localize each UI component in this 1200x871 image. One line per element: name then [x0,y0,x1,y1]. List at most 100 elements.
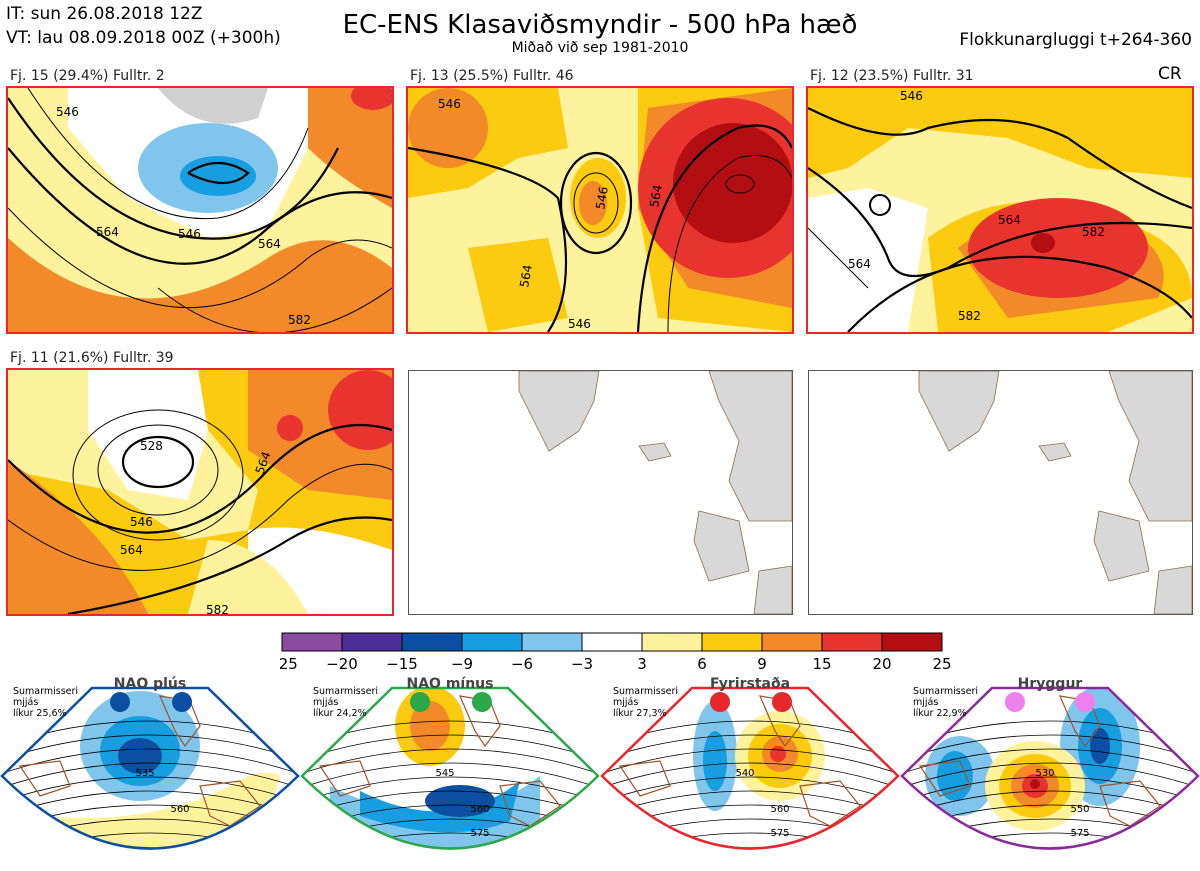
contour-label: 582 [1082,225,1105,239]
regime-info-line: líkur 24,2% [313,708,367,719]
cluster-map-4-plot: 528 564 546 564 582 [8,370,392,614]
contour-label: 564 [998,213,1021,227]
panel-label-2: Fj. 13 (25.5%) Fulltr. 46 [410,68,574,84]
regime-info-line: Sumarmisseri [313,686,379,697]
regime-contour-label: 535 [135,768,154,779]
regime-info: Sumarmisseri mjjás líkur 27,3% [613,686,678,719]
contour-label: 582 [206,603,229,614]
cluster-map-2-plot: 546 546 564 564 546 [408,88,792,332]
colorbar-swatch [401,632,463,652]
regime-title: NAO plús [113,676,187,692]
regime-plot: 535 560 [0,686,300,850]
empty-map-5-land [518,371,792,614]
colorbar-swatch [281,632,343,652]
regime-contour-label: 575 [1070,828,1089,839]
colorbar-swatch [761,632,823,652]
regime-contour-label: 560 [470,804,489,815]
contour-label: 546 [438,97,461,111]
colorbar-tick-label: 15 [812,655,831,673]
regime-title: NAO mínus [406,676,494,692]
regime-info-line: líkur 22,9% [913,708,967,719]
regime-info-line: mjjás [613,697,639,708]
regime-plot: 530 550 575 [900,686,1200,850]
contour-label: 564 [96,225,119,239]
regime-plot: 545 560 575 [300,686,600,850]
contour-label: 546 [130,515,153,529]
colorbar-tick-label: −9 [451,655,473,673]
colorbar-tick-label: 20 [872,655,891,673]
colorbar-swatch [341,632,403,652]
colorbar-swatch [881,632,943,652]
contour-label: 564 [517,264,535,289]
regime-title: Fyrirstaða [709,676,791,692]
regime-marker [172,692,192,712]
regime-info-line: líkur 27,3% [613,708,667,719]
regime-ridge[interactable]: 530 550 575 Hryggur Sumarmisseri mjjás líkur 2… [900,676,1200,871]
classification-window: Flokkunargluggi t+264-360 [959,30,1192,50]
regime-contour-label: 545 [435,768,454,779]
contour-label: 528 [140,439,163,453]
regime-title: Hryggur [1017,676,1083,692]
colorbar-tick-label: −6 [511,655,533,673]
colorbar-tick-label: 3 [637,655,647,673]
contour-label: 564 [258,237,281,251]
cluster-map-2[interactable]: 546 546 564 564 546 [406,86,794,334]
contour-label: 582 [288,313,311,327]
regime-contour-label: 575 [470,828,489,839]
regime-info-line: Sumarmisseri [13,686,79,697]
regime-contour-label: 550 [1070,804,1089,815]
cluster-map-1-plot: 564 546 564 546 582 [8,88,392,332]
initial-time: IT: sun 26.08.2018 12Z [6,4,203,24]
cluster-map-1[interactable]: 564 546 564 546 582 [6,86,394,334]
panel-label-1: Fj. 15 (29.4%) Fulltr. 2 [10,68,165,84]
cluster-map-3-plot: 546 564 564 582 582 [808,88,1192,332]
regime-contour-label: 560 [770,804,789,815]
page-subtitle: Miðað við sep 1981-2010 [511,40,689,56]
colorbar-swatch [581,632,643,652]
regime-nao-plus[interactable]: 535 560 NAO plús Sumarmisseri mjjás líkur 25,… [0,676,300,871]
regime-marker [110,692,130,712]
contour-label: 564 [120,543,143,557]
regime-info-line: mjjás [913,697,939,708]
empty-map-6 [808,370,1193,615]
colorbar-tick-label: 25 [932,655,951,673]
regime-marker [772,692,792,712]
empty-map-5 [408,370,793,615]
panel-label-4: Fj. 11 (21.6%) Fulltr. 39 [10,350,174,366]
regime-nao-minus[interactable]: 545 560 575 NAO mínus Sumarmisseri mjjás líkur… [300,676,600,871]
colorbar: −25 −20 −15 −9 −6 −3 3 6 9 15 20 25 [280,632,952,673]
regime-marker [1005,692,1025,712]
colorbar-swatch [521,632,583,652]
regime-blocking[interactable]: 540 560 575 Fyrirstaða Sumarmisseri mjjás líku… [600,676,900,871]
colorbar-tick-label: −3 [571,655,593,673]
contour-label: 546 [568,317,591,331]
regime-info-line: Sumarmisseri [613,686,679,697]
colorbar-tick-label: −15 [386,655,418,673]
colorbar-swatch [461,632,523,652]
regime-marker [1075,692,1095,712]
cluster-map-4[interactable]: 528 564 546 564 582 [6,368,394,616]
regime-marker [710,692,730,712]
regime-info: Sumarmisseri mjjás líkur 25,6% [13,686,78,719]
colorbar-tick-label: −20 [326,655,358,673]
cluster-map-3[interactable]: 546 564 564 582 582 [806,86,1194,334]
regime-info: Sumarmisseri mjjás líkur 24,2% [313,686,378,719]
panel-label-3: Fj. 12 (23.5%) Fulltr. 31 [810,68,974,84]
regime-contour-label: 560 [170,804,189,815]
corner-label: CR [1158,64,1182,84]
regime-info-line: mjjás [313,697,339,708]
contour-label: 546 [593,186,611,211]
regime-contour-label: 530 [1035,768,1054,779]
contour-label: 582 [958,309,981,323]
contour-label: 546 [56,105,79,119]
contour-label: 564 [848,257,871,271]
regime-info-line: mjjás [13,697,39,708]
page-title: EC-ENS Klasaviðsmyndir - 500 hPa hæð [342,10,858,40]
colorbar-tick-label: 6 [697,655,707,673]
colorbar-swatch [701,632,763,652]
colorbar-swatch [641,632,703,652]
contour-label: 564 [647,184,665,209]
contour-label: 546 [178,227,201,241]
regime-contour-label: 540 [735,768,754,779]
regime-plot: 540 560 575 [600,686,900,850]
